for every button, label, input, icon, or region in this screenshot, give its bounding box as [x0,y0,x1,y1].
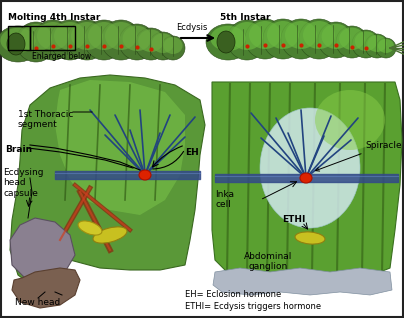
Ellipse shape [376,38,396,58]
Ellipse shape [161,36,185,60]
Ellipse shape [122,26,152,51]
Ellipse shape [260,108,360,228]
Ellipse shape [367,35,387,52]
Polygon shape [55,80,185,215]
Text: ETHI: ETHI [282,215,305,224]
Ellipse shape [152,33,174,53]
Ellipse shape [84,20,124,60]
Ellipse shape [355,31,377,51]
Ellipse shape [101,20,141,60]
Ellipse shape [249,21,281,49]
Ellipse shape [281,19,321,59]
Ellipse shape [227,20,267,60]
Ellipse shape [163,37,183,54]
Text: Abdominal
ganglion: Abdominal ganglion [244,252,292,271]
Ellipse shape [50,20,90,60]
Polygon shape [212,82,402,282]
Ellipse shape [37,22,69,50]
Ellipse shape [210,26,246,51]
Ellipse shape [378,39,394,53]
Polygon shape [10,218,75,280]
Ellipse shape [135,28,167,60]
Ellipse shape [0,26,40,62]
Text: Molting 4th Instar: Molting 4th Instar [8,13,100,22]
Polygon shape [10,75,205,278]
Ellipse shape [88,22,120,50]
Ellipse shape [149,32,177,60]
Ellipse shape [54,22,86,50]
Text: Brain: Brain [5,145,32,154]
Text: Ecdysis: Ecdysis [176,23,208,32]
Ellipse shape [295,232,325,244]
Ellipse shape [0,28,36,53]
Ellipse shape [78,221,102,235]
Text: EH: EH [185,148,199,157]
Polygon shape [213,268,392,295]
Ellipse shape [105,22,137,50]
Ellipse shape [33,20,73,60]
Ellipse shape [339,28,365,50]
Text: New head: New head [15,298,61,307]
Ellipse shape [303,21,335,49]
Text: Spiracle: Spiracle [316,141,402,171]
Ellipse shape [217,31,235,53]
Ellipse shape [67,20,107,60]
Text: EH= Eclosion hormone: EH= Eclosion hormone [185,290,281,299]
Ellipse shape [139,170,151,180]
Text: ETHI= Ecdysis triggers hormone: ETHI= Ecdysis triggers hormone [185,302,321,311]
Ellipse shape [315,90,385,150]
Text: Ecdysing
head
capsule: Ecdysing head capsule [3,168,44,198]
Ellipse shape [16,22,56,62]
Ellipse shape [322,24,350,49]
Ellipse shape [119,24,155,60]
Ellipse shape [336,26,368,58]
Bar [8,26,30,50]
Ellipse shape [267,21,299,49]
Ellipse shape [299,19,339,59]
Ellipse shape [300,173,312,183]
Ellipse shape [206,24,250,60]
Ellipse shape [245,19,285,59]
Ellipse shape [263,19,303,59]
Text: 1st Thoracic
segment: 1st Thoracic segment [18,110,74,129]
Ellipse shape [138,30,164,52]
Bar [30,26,75,50]
Text: Enlarged below: Enlarged below [32,52,91,61]
Ellipse shape [365,34,389,58]
Ellipse shape [7,33,25,55]
Ellipse shape [93,227,127,243]
Text: 5th Instar: 5th Instar [220,13,271,22]
Ellipse shape [318,22,354,58]
Text: Inka
cell: Inka cell [215,190,234,209]
Ellipse shape [20,24,52,52]
Ellipse shape [285,21,317,49]
Ellipse shape [352,30,380,58]
Polygon shape [12,268,80,308]
Ellipse shape [231,22,263,50]
Ellipse shape [71,22,103,50]
